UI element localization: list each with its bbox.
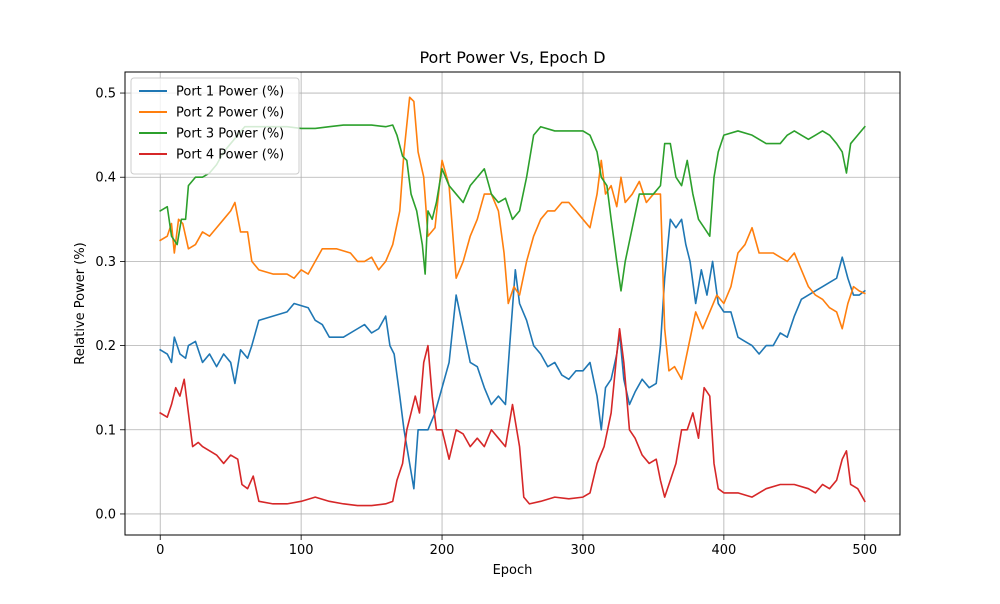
legend-label: Port 2 Power (%)	[176, 106, 284, 121]
y-tick-label: 0.0	[95, 507, 116, 522]
x-tick-label: 500	[852, 543, 877, 558]
legend-box	[130, 77, 300, 175]
x-tick-label: 200	[430, 543, 455, 558]
y-axis-label: Relative Power (%)	[73, 242, 88, 365]
legend: Port 1 Power (%) Port 2 Power (%) Port 3 P…	[130, 77, 300, 175]
x-tick-label: 0	[156, 543, 164, 558]
grid-lines	[125, 72, 900, 535]
x-axis-label: Epoch	[493, 563, 533, 578]
series-line-port-4	[159, 327, 866, 507]
x-tick-label: 100	[289, 543, 314, 558]
x-tick-label: 400	[711, 543, 736, 558]
y-tick-label: 0.1	[95, 423, 116, 438]
legend-label: Port 1 Power (%)	[176, 85, 284, 100]
y-tick-label: 0.3	[95, 255, 116, 270]
x-tick-label: 300	[571, 543, 596, 558]
axis-ticks: 0 100 200 300 400 500 0.0 0.1 0.2 0.3 0.4 0.5	[95, 87, 877, 558]
series-layer	[159, 96, 866, 507]
y-tick-label: 0.2	[95, 339, 116, 354]
y-tick-label: 0.5	[95, 87, 116, 102]
chart-title: Port Power Vs, Epoch D	[419, 48, 605, 67]
series-line-port-1	[159, 218, 866, 490]
legend-label: Port 3 Power (%)	[176, 127, 284, 142]
y-tick-label: 0.4	[95, 171, 116, 186]
series-line-port-2	[159, 96, 866, 381]
plot-area-frame	[124, 71, 901, 536]
legend-label: Port 4 Power (%)	[176, 148, 284, 163]
